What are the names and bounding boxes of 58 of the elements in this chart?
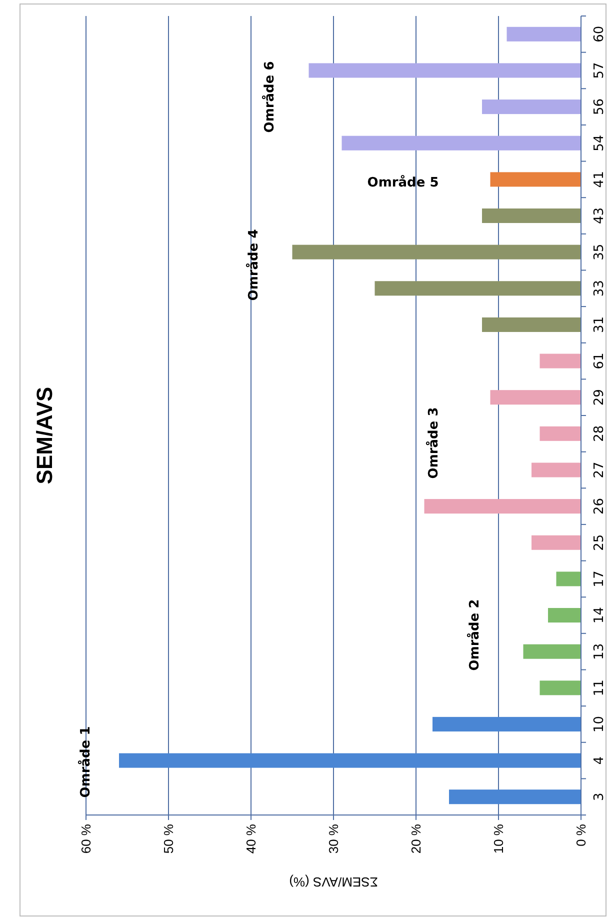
x-tick-label: 30 %	[326, 824, 342, 854]
y-tick-label: 27	[592, 462, 607, 478]
bar	[548, 608, 581, 623]
y-tick-label: 60	[592, 26, 607, 42]
bar	[490, 390, 581, 405]
y-tick-label: 41	[592, 171, 607, 188]
y-tick-label: 17	[592, 570, 607, 588]
x-tick-label: 0 %	[574, 824, 589, 846]
x-axis-title: ΣSEM/AVS (%)	[289, 874, 378, 890]
y-tick-label: 25	[592, 534, 607, 551]
bar	[523, 644, 581, 659]
bar	[308, 63, 581, 78]
y-tick-label: 28	[592, 425, 607, 442]
bar	[342, 136, 581, 150]
y-tick-label: 43	[592, 207, 607, 224]
y-tick-label: 61	[592, 352, 607, 370]
y-tick-label: 4	[592, 756, 607, 765]
y-tick-label: 3	[592, 792, 607, 801]
annotation: Område 6	[262, 61, 278, 133]
y-tick-label: 56	[592, 98, 607, 116]
x-tick-label: 40 %	[244, 824, 259, 854]
y-tick-label: 26	[592, 498, 607, 515]
annotation: Område 1	[78, 726, 94, 798]
bar	[540, 354, 581, 368]
x-tick-label: 50 %	[161, 824, 176, 854]
bar	[540, 426, 581, 441]
y-tick-label: 10	[592, 716, 607, 732]
bar	[532, 462, 581, 478]
bar	[482, 100, 581, 114]
bar	[532, 535, 581, 550]
bar	[490, 172, 581, 187]
bar	[424, 499, 581, 514]
bar	[482, 317, 581, 332]
x-tick-label: 60 %	[78, 824, 94, 854]
annotation: Område 4	[246, 229, 262, 301]
y-tick-label: 31	[592, 316, 607, 333]
y-tick-label: 29	[592, 389, 607, 406]
annotation: Område 3	[426, 407, 442, 479]
bar	[449, 790, 581, 804]
bar	[119, 753, 581, 768]
bar	[292, 244, 581, 260]
annotation: Område 2	[466, 599, 483, 671]
text: SEM/AVS	[32, 386, 57, 484]
y-tick-label: 57	[592, 62, 607, 79]
bar	[506, 26, 581, 42]
bar	[556, 572, 581, 586]
bar	[540, 680, 581, 696]
y-tick-label: 13	[592, 643, 607, 660]
y-tick-label: 54	[592, 134, 607, 152]
bar	[374, 281, 581, 296]
x-tick-label: 10 %	[491, 824, 506, 854]
y-tick-label: 33	[592, 280, 607, 297]
bar	[432, 716, 581, 732]
y-tick-label: 35	[592, 244, 607, 260]
y-tick-label: 11	[592, 680, 607, 696]
y-tick-label: 14	[592, 606, 607, 624]
bar	[482, 208, 581, 224]
x-tick-label: 20 %	[408, 824, 424, 854]
